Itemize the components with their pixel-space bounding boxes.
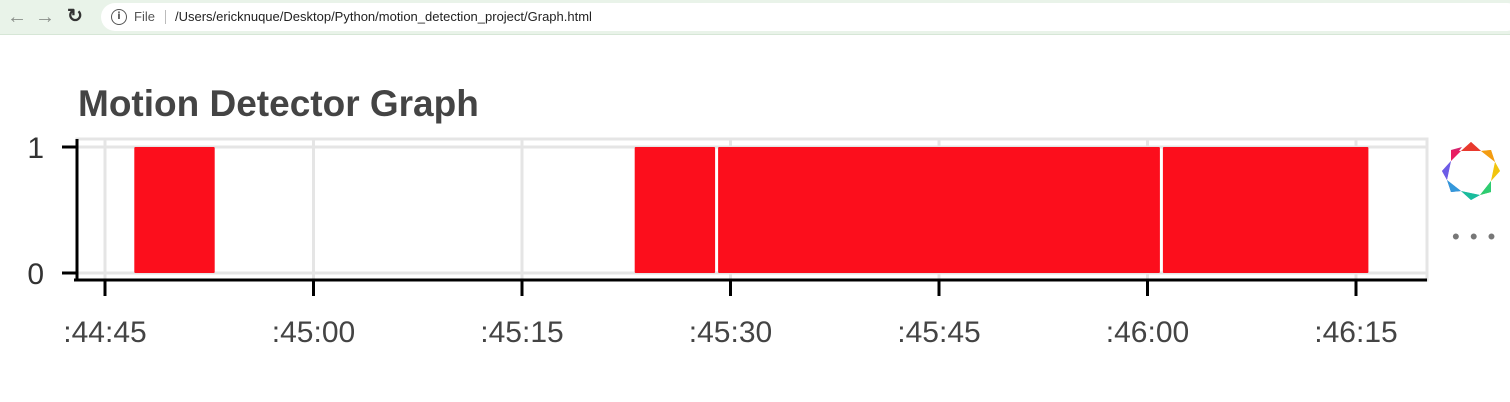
y-tick-label: 0: [27, 258, 44, 291]
y-tick-label: 1: [27, 132, 44, 165]
x-tick-label: :45:45: [897, 316, 980, 349]
address-bar[interactable]: i File /Users/ericknuque/Desktop/Python/…: [101, 3, 1510, 31]
url-text[interactable]: /Users/ericknuque/Desktop/Python/motion_…: [175, 9, 592, 24]
info-icon[interactable]: i: [111, 9, 127, 25]
x-tick-label: :44:45: [63, 316, 146, 349]
forward-arrow-icon[interactable]: →: [35, 6, 55, 28]
x-tick-label: :45:30: [689, 316, 772, 349]
address-separator: [165, 10, 166, 24]
x-tick-label: :45:00: [272, 316, 355, 349]
back-arrow-icon[interactable]: ←: [7, 6, 27, 28]
motion-bar-3: [718, 147, 1160, 273]
scheme-label: File: [134, 9, 155, 24]
x-tick-label: :46:00: [1106, 316, 1189, 349]
motion-bar-4: [1162, 147, 1369, 273]
x-tick-label: :46:15: [1314, 316, 1397, 349]
motion-bar-2: [634, 147, 716, 273]
page-title: Motion Detector Graph: [78, 83, 479, 124]
more-options-icon[interactable]: • • •: [1452, 224, 1498, 249]
x-tick-label: :45:15: [480, 316, 563, 349]
reload-icon[interactable]: ↻: [67, 6, 83, 27]
bokeh-logo-icon[interactable]: [1440, 140, 1502, 202]
browser-toolbar: ← → ↻ i File /Users/ericknuque/Desktop/P…: [0, 0, 1510, 35]
motion-bar-1: [134, 147, 215, 273]
